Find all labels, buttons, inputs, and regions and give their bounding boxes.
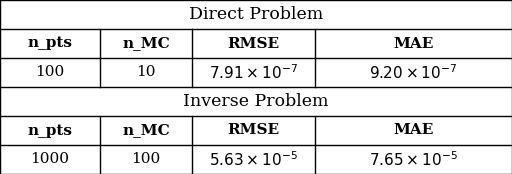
Text: n_MC: n_MC — [122, 37, 170, 50]
Text: MAE: MAE — [393, 37, 434, 50]
Text: n_MC: n_MC — [122, 124, 170, 137]
Text: $5.63 \times 10^{-5}$: $5.63 \times 10^{-5}$ — [209, 150, 298, 169]
Text: $9.20 \times 10^{-7}$: $9.20 \times 10^{-7}$ — [369, 63, 458, 82]
Text: 1000: 1000 — [30, 152, 70, 167]
Text: Direct Problem: Direct Problem — [189, 6, 323, 23]
Text: RMSE: RMSE — [227, 37, 280, 50]
Text: MAE: MAE — [393, 124, 434, 137]
Text: 100: 100 — [35, 65, 65, 80]
Text: Inverse Problem: Inverse Problem — [183, 93, 329, 110]
Text: 10: 10 — [136, 65, 156, 80]
Text: $7.65 \times 10^{-5}$: $7.65 \times 10^{-5}$ — [369, 150, 458, 169]
Text: n_pts: n_pts — [28, 37, 72, 50]
Text: 100: 100 — [131, 152, 161, 167]
Text: RMSE: RMSE — [227, 124, 280, 137]
Text: $7.91 \times 10^{-7}$: $7.91 \times 10^{-7}$ — [209, 63, 298, 82]
Text: n_pts: n_pts — [28, 124, 72, 137]
